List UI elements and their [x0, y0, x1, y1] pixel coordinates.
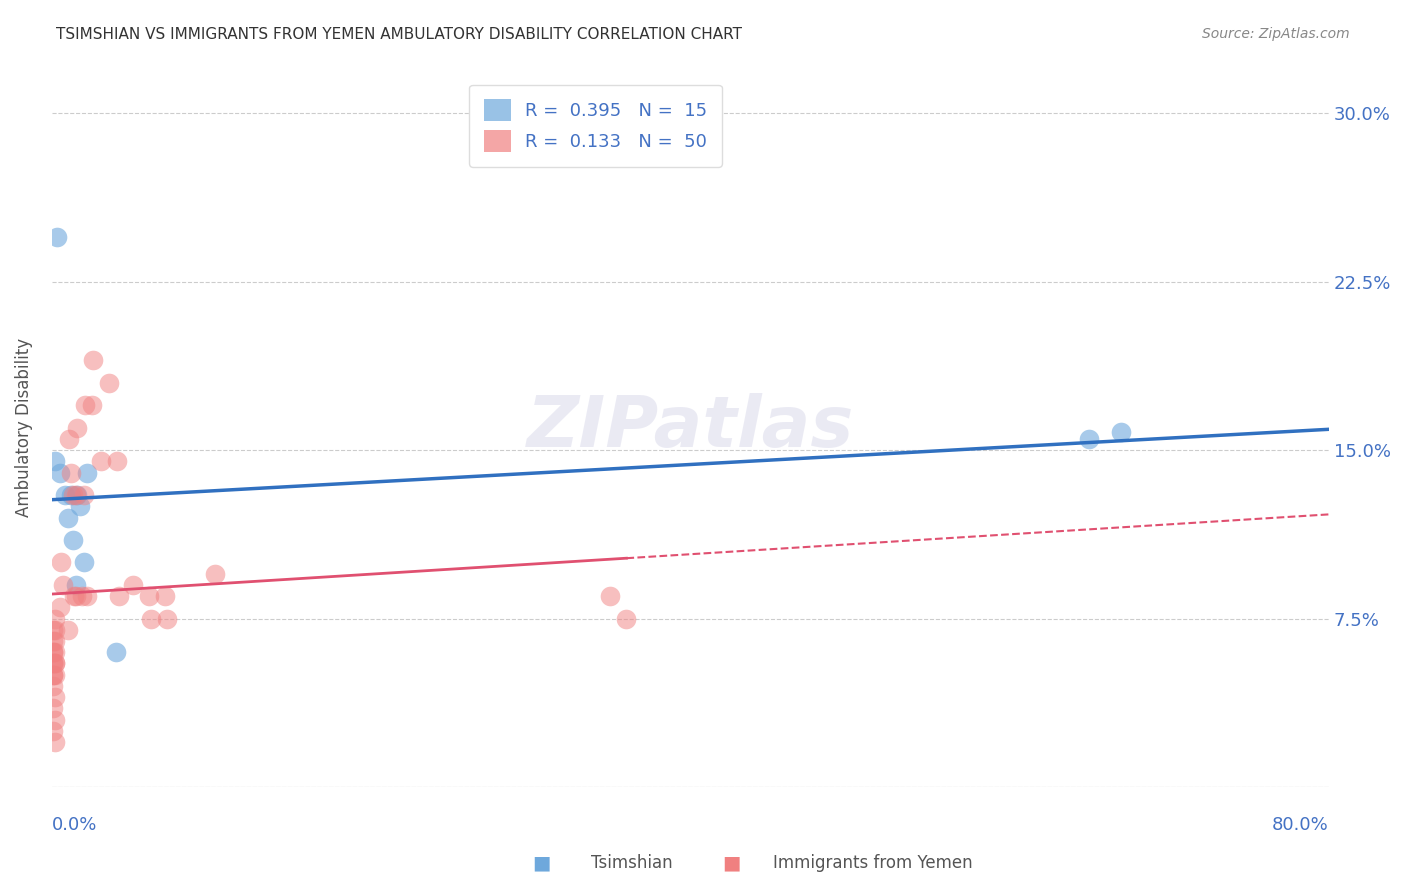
- Text: Immigrants from Yemen: Immigrants from Yemen: [773, 855, 973, 872]
- Point: [42, 623, 65, 637]
- Point: [204, 566, 226, 581]
- Point: [122, 578, 145, 592]
- Point: [66, 488, 89, 502]
- Point: [42, 645, 65, 659]
- Point: [51, 556, 73, 570]
- Point: [98, 376, 121, 390]
- Point: [45, 230, 67, 244]
- Point: [44, 735, 66, 749]
- Point: [44, 454, 66, 468]
- Text: Source: ZipAtlas.com: Source: ZipAtlas.com: [1202, 27, 1350, 41]
- Point: [58, 432, 80, 446]
- Point: [62, 488, 84, 502]
- Point: [76, 466, 98, 480]
- Point: [42, 645, 65, 659]
- Point: [52, 578, 75, 592]
- Point: [44, 623, 66, 637]
- Point: [42, 667, 65, 681]
- Point: [65, 578, 87, 592]
- Y-axis label: Ambulatory Disability: Ambulatory Disability: [15, 338, 32, 517]
- Point: [139, 611, 162, 625]
- Point: [44, 634, 66, 648]
- Point: [156, 611, 179, 625]
- Text: TSIMSHIAN VS IMMIGRANTS FROM YEMEN AMBULATORY DISABILITY CORRELATION CHART: TSIMSHIAN VS IMMIGRANTS FROM YEMEN AMBUL…: [56, 27, 742, 42]
- Point: [599, 589, 621, 603]
- Point: [80, 398, 103, 412]
- Point: [44, 690, 66, 705]
- Point: [82, 353, 104, 368]
- Point: [44, 667, 66, 681]
- Text: ZIPatlas: ZIPatlas: [527, 393, 853, 462]
- Point: [42, 634, 65, 648]
- Point: [138, 589, 160, 603]
- Point: [59, 488, 82, 502]
- Point: [42, 657, 65, 671]
- Point: [65, 488, 87, 502]
- Text: ■: ■: [721, 854, 741, 872]
- Point: [42, 667, 65, 681]
- Legend: R =  0.395   N =  15, R =  0.133   N =  50: R = 0.395 N = 15, R = 0.133 N = 50: [470, 85, 721, 167]
- Point: [616, 611, 638, 625]
- Point: [73, 488, 96, 502]
- Point: [59, 466, 82, 480]
- Text: ■: ■: [531, 854, 551, 872]
- Point: [44, 657, 66, 671]
- Point: [73, 556, 96, 570]
- Point: [44, 645, 66, 659]
- Point: [62, 533, 84, 547]
- Point: [44, 611, 66, 625]
- Point: [63, 589, 86, 603]
- Point: [1109, 425, 1132, 440]
- Point: [69, 500, 91, 514]
- Point: [42, 701, 65, 715]
- Point: [53, 488, 76, 502]
- Point: [70, 589, 93, 603]
- Point: [105, 454, 128, 468]
- Point: [153, 589, 176, 603]
- Point: [104, 645, 127, 659]
- Point: [76, 589, 98, 603]
- Point: [44, 713, 66, 727]
- Point: [48, 466, 70, 480]
- Point: [48, 600, 70, 615]
- Point: [65, 589, 87, 603]
- Text: 80.0%: 80.0%: [1272, 815, 1329, 834]
- Point: [56, 623, 79, 637]
- Text: 0.0%: 0.0%: [52, 815, 97, 834]
- Point: [56, 510, 79, 524]
- Text: Tsimshian: Tsimshian: [591, 855, 672, 872]
- Point: [42, 723, 65, 738]
- Point: [1078, 432, 1101, 446]
- Point: [75, 398, 97, 412]
- Point: [66, 421, 89, 435]
- Point: [42, 657, 65, 671]
- Point: [90, 454, 112, 468]
- Point: [42, 679, 65, 693]
- Point: [107, 589, 129, 603]
- Point: [44, 657, 66, 671]
